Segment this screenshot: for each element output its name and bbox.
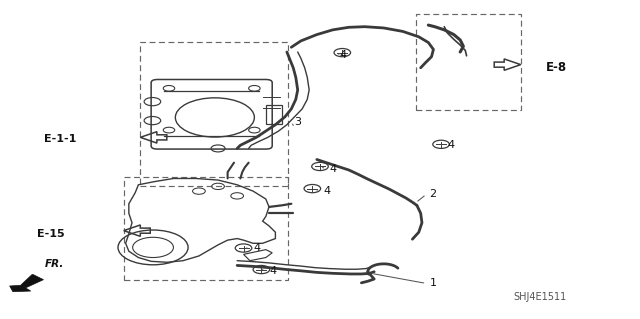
Text: 4: 4 xyxy=(323,186,330,196)
Text: 4: 4 xyxy=(269,266,276,276)
Text: 4: 4 xyxy=(253,243,260,253)
Text: 1: 1 xyxy=(429,278,436,288)
Text: 4: 4 xyxy=(447,140,454,150)
Text: 3: 3 xyxy=(294,116,301,127)
Text: E-15: E-15 xyxy=(38,229,65,239)
Text: SHJ4E1511: SHJ4E1511 xyxy=(513,292,566,302)
Bar xyxy=(415,14,521,110)
Text: E-1-1: E-1-1 xyxy=(44,134,77,144)
Text: 2: 2 xyxy=(429,189,436,199)
Polygon shape xyxy=(10,275,44,292)
Text: E-8: E-8 xyxy=(546,61,567,74)
Bar xyxy=(140,42,288,186)
Text: FR.: FR. xyxy=(45,259,64,269)
Text: 4: 4 xyxy=(330,164,337,174)
Text: 4: 4 xyxy=(339,50,346,60)
Bar xyxy=(124,177,288,280)
